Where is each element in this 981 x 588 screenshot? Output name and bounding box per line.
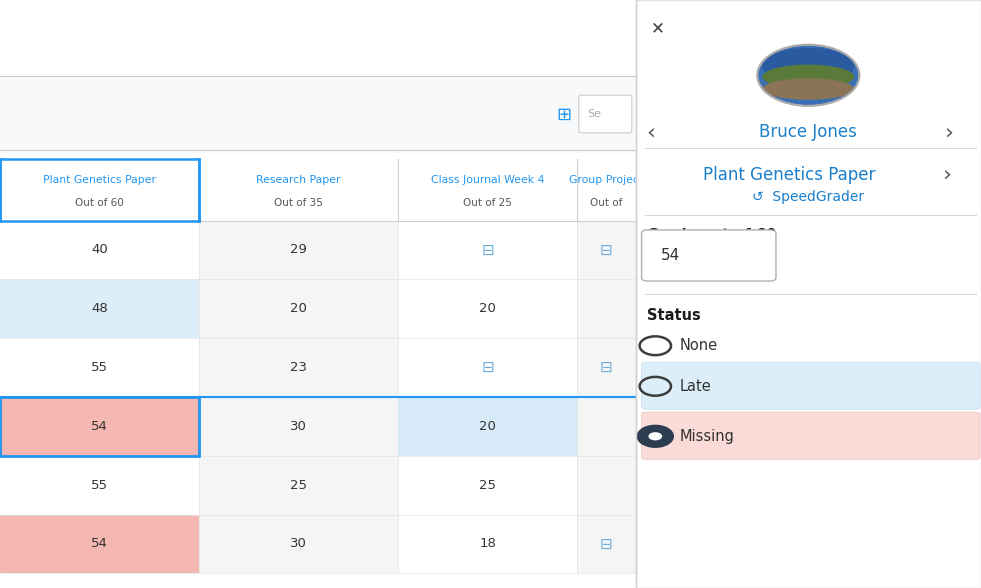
Bar bbox=[0, 397, 199, 456]
Text: Status: Status bbox=[647, 308, 701, 323]
Text: ›: › bbox=[943, 165, 953, 185]
Text: Class Journal Week 4: Class Journal Week 4 bbox=[431, 175, 544, 185]
Text: ↺  SpeedGrader: ↺ SpeedGrader bbox=[752, 190, 864, 204]
Bar bbox=[0, 220, 199, 279]
Text: ⊟: ⊟ bbox=[600, 536, 612, 552]
Text: Out of 60: Out of 60 bbox=[76, 198, 124, 208]
Text: 25: 25 bbox=[290, 479, 307, 492]
Bar bbox=[398, 338, 577, 397]
Text: 54: 54 bbox=[661, 248, 681, 263]
Bar bbox=[199, 456, 398, 514]
Bar bbox=[0, 397, 199, 456]
Ellipse shape bbox=[762, 78, 854, 100]
Bar bbox=[398, 397, 577, 456]
Circle shape bbox=[648, 432, 662, 440]
Bar bbox=[0, 159, 199, 220]
Bar bbox=[398, 514, 577, 573]
Text: 25: 25 bbox=[479, 479, 496, 492]
Bar bbox=[0, 514, 199, 573]
Text: 55: 55 bbox=[91, 479, 108, 492]
Text: Out of 35: Out of 35 bbox=[275, 198, 323, 208]
Text: ⊟: ⊟ bbox=[600, 360, 612, 375]
Bar bbox=[0, 76, 636, 153]
Bar bbox=[577, 397, 636, 456]
Text: 54: 54 bbox=[91, 420, 108, 433]
Text: ⊟: ⊟ bbox=[600, 242, 612, 258]
FancyBboxPatch shape bbox=[642, 230, 776, 281]
Text: Research Paper: Research Paper bbox=[256, 175, 341, 185]
FancyBboxPatch shape bbox=[642, 412, 980, 459]
Text: 18: 18 bbox=[479, 537, 496, 550]
Text: Se: Se bbox=[588, 109, 601, 119]
FancyBboxPatch shape bbox=[579, 95, 632, 133]
Text: Group Project: Group Project bbox=[569, 175, 644, 185]
Bar bbox=[398, 220, 577, 279]
Bar bbox=[577, 220, 636, 279]
Text: ›: › bbox=[945, 122, 955, 142]
Text: Grade out of 60: Grade out of 60 bbox=[647, 228, 777, 243]
Text: 54: 54 bbox=[91, 537, 108, 550]
Bar bbox=[577, 514, 636, 573]
Bar bbox=[199, 514, 398, 573]
Bar bbox=[0, 456, 199, 514]
Bar bbox=[199, 338, 398, 397]
Text: ⊟: ⊟ bbox=[482, 360, 493, 375]
Bar bbox=[0, 279, 199, 338]
Text: 40: 40 bbox=[91, 243, 108, 256]
Bar bbox=[577, 279, 636, 338]
Bar bbox=[0, 0, 636, 588]
Text: 48: 48 bbox=[91, 302, 108, 315]
Bar bbox=[577, 338, 636, 397]
Text: None: None bbox=[680, 338, 718, 353]
Bar bbox=[577, 456, 636, 514]
Text: Plant Genetics Paper: Plant Genetics Paper bbox=[702, 166, 875, 183]
Text: Out of: Out of bbox=[590, 198, 623, 208]
Text: 20: 20 bbox=[479, 420, 496, 433]
Text: 30: 30 bbox=[290, 537, 307, 550]
Text: 30: 30 bbox=[290, 420, 307, 433]
Text: 29: 29 bbox=[290, 243, 307, 256]
Circle shape bbox=[638, 426, 673, 447]
Text: 55: 55 bbox=[91, 361, 108, 374]
Text: 20: 20 bbox=[479, 302, 496, 315]
Text: 20: 20 bbox=[290, 302, 307, 315]
FancyBboxPatch shape bbox=[642, 362, 980, 409]
Bar bbox=[199, 220, 398, 279]
Text: Bruce Jones: Bruce Jones bbox=[759, 123, 857, 141]
Text: ⊟: ⊟ bbox=[482, 242, 493, 258]
Bar bbox=[398, 456, 577, 514]
Ellipse shape bbox=[762, 48, 854, 85]
Bar bbox=[0, 0, 636, 153]
Text: Plant Genetics Paper: Plant Genetics Paper bbox=[43, 175, 156, 185]
Ellipse shape bbox=[762, 65, 854, 89]
Text: Missing: Missing bbox=[680, 429, 735, 444]
Bar bbox=[0, 159, 636, 220]
Text: ⊞: ⊞ bbox=[556, 106, 572, 123]
Text: ✕: ✕ bbox=[651, 19, 665, 37]
Text: ‹: ‹ bbox=[645, 122, 655, 142]
Text: 23: 23 bbox=[290, 361, 307, 374]
Bar bbox=[398, 279, 577, 338]
Bar bbox=[199, 397, 398, 456]
Circle shape bbox=[757, 45, 859, 106]
Bar bbox=[199, 279, 398, 338]
Text: Out of 25: Out of 25 bbox=[463, 198, 512, 208]
Bar bbox=[636, 0, 981, 588]
Bar bbox=[0, 338, 199, 397]
Text: Late: Late bbox=[680, 379, 711, 394]
